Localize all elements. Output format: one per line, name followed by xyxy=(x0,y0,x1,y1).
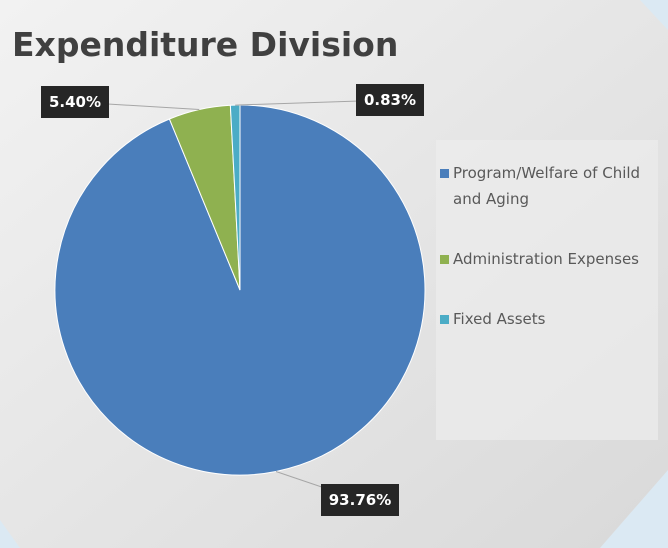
legend-label: Fixed Assets xyxy=(453,310,546,328)
data-label-box xyxy=(356,84,424,116)
data-label: 0.83% xyxy=(364,91,416,109)
legend-swatch xyxy=(440,315,449,324)
legend-label: Administration Expenses xyxy=(453,250,639,268)
data-label-box xyxy=(41,86,109,118)
data-label: 93.76% xyxy=(329,491,391,509)
data-label: 5.40% xyxy=(49,93,101,111)
pie xyxy=(54,104,426,476)
legend-item: Fixed Assets xyxy=(440,306,650,332)
legend-swatch xyxy=(440,169,449,178)
legend-background xyxy=(436,140,658,440)
legend-item: Administration Expenses xyxy=(440,246,650,272)
legend: Program/Welfare of Child and Aging Admini… xyxy=(440,160,650,366)
data-label-box xyxy=(321,484,399,516)
chart-title: Expenditure Division xyxy=(12,25,398,64)
legend-item: Program/Welfare of Child and Aging xyxy=(440,160,650,212)
legend-swatch xyxy=(440,255,449,264)
legend-label: Program/Welfare of Child and Aging xyxy=(453,164,641,208)
